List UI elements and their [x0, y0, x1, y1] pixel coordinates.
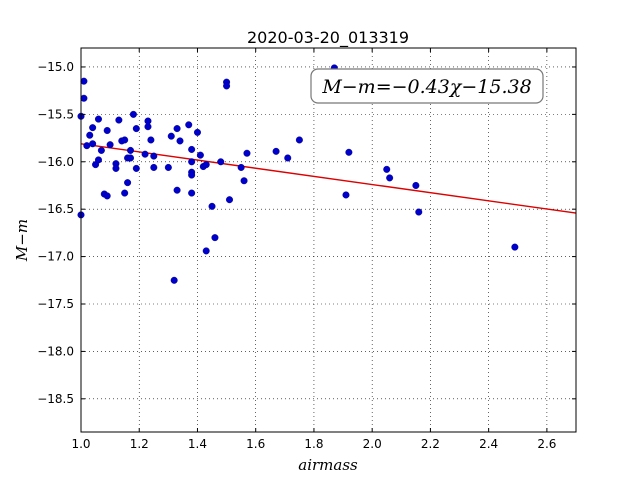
x-tick-label: 1.6	[246, 437, 265, 451]
data-point	[170, 276, 178, 284]
data-point	[237, 163, 245, 171]
data-point	[83, 142, 91, 150]
y-tick-label: −15.0	[37, 60, 74, 74]
data-point	[342, 191, 350, 199]
data-point	[415, 208, 423, 216]
data-point	[188, 189, 196, 197]
data-point	[164, 163, 172, 171]
data-point	[80, 77, 88, 85]
data-point	[103, 192, 111, 200]
y-tick-label: −16.0	[37, 155, 74, 169]
data-point	[80, 94, 88, 102]
data-point	[150, 163, 158, 171]
x-axis-label: airmass	[298, 456, 358, 474]
x-tick-label: 1.8	[304, 437, 323, 451]
data-point	[97, 146, 105, 154]
data-point	[196, 151, 204, 159]
data-point	[188, 171, 196, 179]
data-point	[223, 82, 231, 90]
data-point	[211, 234, 219, 242]
data-point	[112, 164, 120, 172]
data-point	[412, 181, 420, 189]
data-point	[511, 243, 519, 251]
y-tick-label: −17.0	[37, 250, 74, 264]
data-point	[185, 121, 193, 129]
x-tick-label: 2.4	[479, 437, 498, 451]
fit-equation-frame	[310, 68, 544, 104]
data-point	[243, 149, 251, 157]
x-tick-label: 2.2	[421, 437, 440, 451]
data-point	[386, 174, 394, 182]
y-tick-label: −18.5	[37, 392, 74, 406]
data-point	[106, 141, 114, 149]
data-point	[208, 202, 216, 210]
data-point	[121, 189, 129, 197]
data-point	[126, 146, 134, 154]
data-point	[124, 179, 132, 187]
x-tick-label: 2.0	[363, 437, 382, 451]
data-point	[188, 158, 196, 166]
data-point	[188, 145, 196, 153]
data-point	[150, 152, 158, 160]
data-point	[173, 186, 181, 194]
data-point	[126, 154, 134, 162]
y-tick-label: −15.5	[37, 107, 74, 121]
data-point	[383, 165, 391, 173]
data-point	[284, 154, 292, 162]
fit-equation-box: M−m=−0.43χ−15.38	[310, 68, 544, 104]
data-point	[121, 136, 129, 144]
fit-layer	[80, 143, 577, 214]
data-point	[193, 128, 201, 136]
data-point	[94, 115, 102, 123]
fit-equation-label: M−m=−0.43χ−15.38	[321, 76, 531, 98]
y-tick-label: −18.0	[37, 344, 74, 358]
data-point	[86, 131, 94, 139]
chart-title: 2020-03-20_013319	[247, 28, 409, 48]
data-point	[217, 158, 225, 166]
data-point	[89, 140, 97, 148]
data-point	[202, 161, 210, 169]
data-point	[144, 117, 152, 125]
data-point	[295, 136, 303, 144]
ticks-layer: 1.0 1.2 1.4 1.6 1.8 2.0 2.2 2.4 2.6 −15.0 −15.5 −16…	[37, 48, 576, 451]
points-layer	[77, 64, 519, 284]
x-tick-label: 1.2	[130, 437, 149, 451]
y-tick-label: −17.5	[37, 297, 74, 311]
data-point	[173, 125, 181, 133]
x-tick-label: 1.0	[71, 437, 90, 451]
data-point	[225, 196, 233, 204]
data-point	[176, 137, 184, 145]
y-tick-label: −16.5	[37, 202, 74, 216]
data-point	[240, 177, 248, 185]
data-point	[147, 136, 155, 144]
data-point	[272, 147, 280, 155]
data-point	[167, 132, 175, 140]
plot-frame	[80, 47, 577, 433]
x-tick-label: 1.4	[188, 437, 207, 451]
data-point	[132, 164, 140, 172]
data-point	[115, 116, 123, 124]
data-point	[129, 110, 137, 118]
data-point	[89, 124, 97, 132]
data-point	[141, 150, 149, 158]
data-point	[94, 156, 102, 164]
grid-layer	[80, 48, 576, 432]
x-tick-label: 2.6	[537, 437, 556, 451]
y-axis-label: M−m	[13, 219, 31, 262]
data-point	[202, 247, 210, 255]
data-point	[345, 148, 353, 156]
fit-line	[80, 143, 577, 214]
data-point	[103, 126, 111, 134]
data-point	[132, 125, 140, 133]
